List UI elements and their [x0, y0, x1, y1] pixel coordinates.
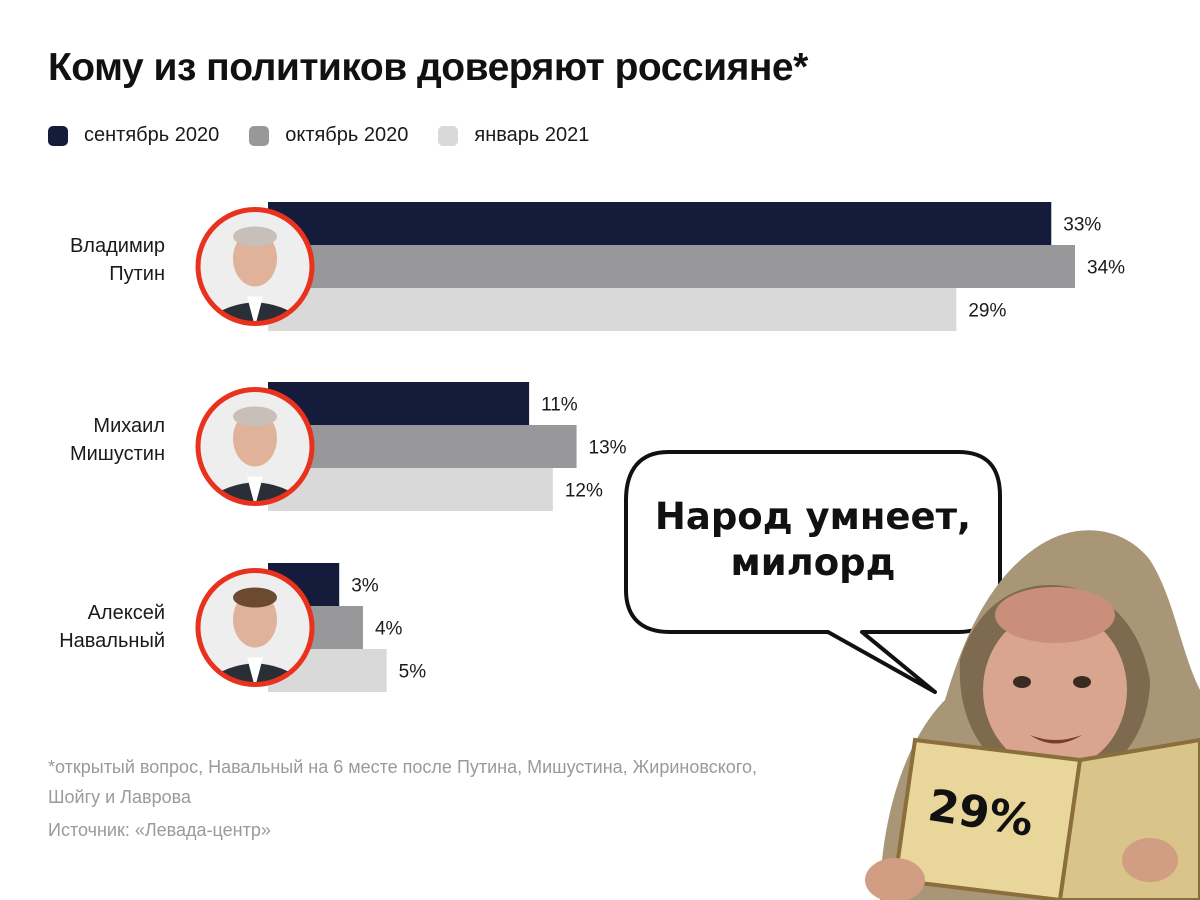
- category-label-3-line-1: Алексей: [88, 602, 165, 624]
- category-label-2-line-2: Мишустин: [70, 443, 165, 465]
- bars-layer: 33% 34% 29% Владимир Путин 11% 13% 12% Михаил Миш…: [59, 202, 1125, 692]
- legend: сентябрь 2020 октябрь 2020 январь 2021: [48, 124, 619, 147]
- bar-1-series-3: [268, 288, 957, 331]
- legend-label-jan-2021: январь 2021: [474, 124, 590, 146]
- avatars-layer: [195, 207, 315, 687]
- data-label-1-series-1: 33%: [1063, 215, 1101, 236]
- chart-title: Кому из политиков доверяют россияне*: [48, 46, 808, 89]
- category-label-2-line-1: Михаил: [93, 415, 165, 437]
- data-label-3-series-1: 3%: [351, 576, 379, 597]
- data-label-2-series-1: 11%: [541, 395, 578, 416]
- legend-swatch-oct-2020: [249, 125, 270, 146]
- data-label-1-series-2: 34%: [1087, 258, 1125, 279]
- bar-1-series-1: [268, 202, 1052, 245]
- legend-swatch-sep-2020: [48, 125, 68, 146]
- category-label-3-line-2: Навальный: [59, 630, 165, 652]
- data-label-3-series-3: 5%: [399, 662, 427, 683]
- legend-item-sep-2020: сентябрь 2020: [48, 124, 219, 147]
- speech-line-1: Народ умнеет,: [654, 495, 972, 538]
- category-label-1-line-1: Владимир: [70, 235, 165, 257]
- bar-1-series-2: [268, 245, 1075, 288]
- legend-label-sep-2020: сентябрь 2020: [84, 124, 220, 146]
- bar-2-series-2: [268, 425, 577, 468]
- category-label-1-line-2: Путин: [109, 263, 165, 285]
- legend-item-jan-2021: январь 2021: [438, 124, 589, 147]
- legend-item-oct-2020: октябрь 2020: [249, 124, 408, 147]
- person-photo-icon: [195, 387, 315, 506]
- legend-swatch-jan-2021: [438, 125, 459, 146]
- speech-bubble-text: Народ умнеет, милорд: [628, 494, 998, 586]
- footnote: *открытый вопрос, Навальный на 6 месте п…: [48, 757, 757, 807]
- bar-2-series-3: [268, 468, 553, 511]
- data-label-1-series-3: 29%: [968, 301, 1006, 322]
- data-label-3-series-2: 4%: [375, 619, 403, 640]
- data-label-2-series-3: 12%: [565, 481, 603, 502]
- bar-2-series-1: [268, 382, 530, 425]
- source-note: Источник: «Левада-центр»: [48, 820, 271, 840]
- person-photo-icon: [195, 207, 315, 326]
- legend-label-oct-2020: октябрь 2020: [285, 124, 409, 146]
- data-label-2-series-2: 13%: [589, 438, 627, 459]
- speech-line-2: милорд: [730, 541, 896, 584]
- person-photo-icon: [195, 568, 315, 687]
